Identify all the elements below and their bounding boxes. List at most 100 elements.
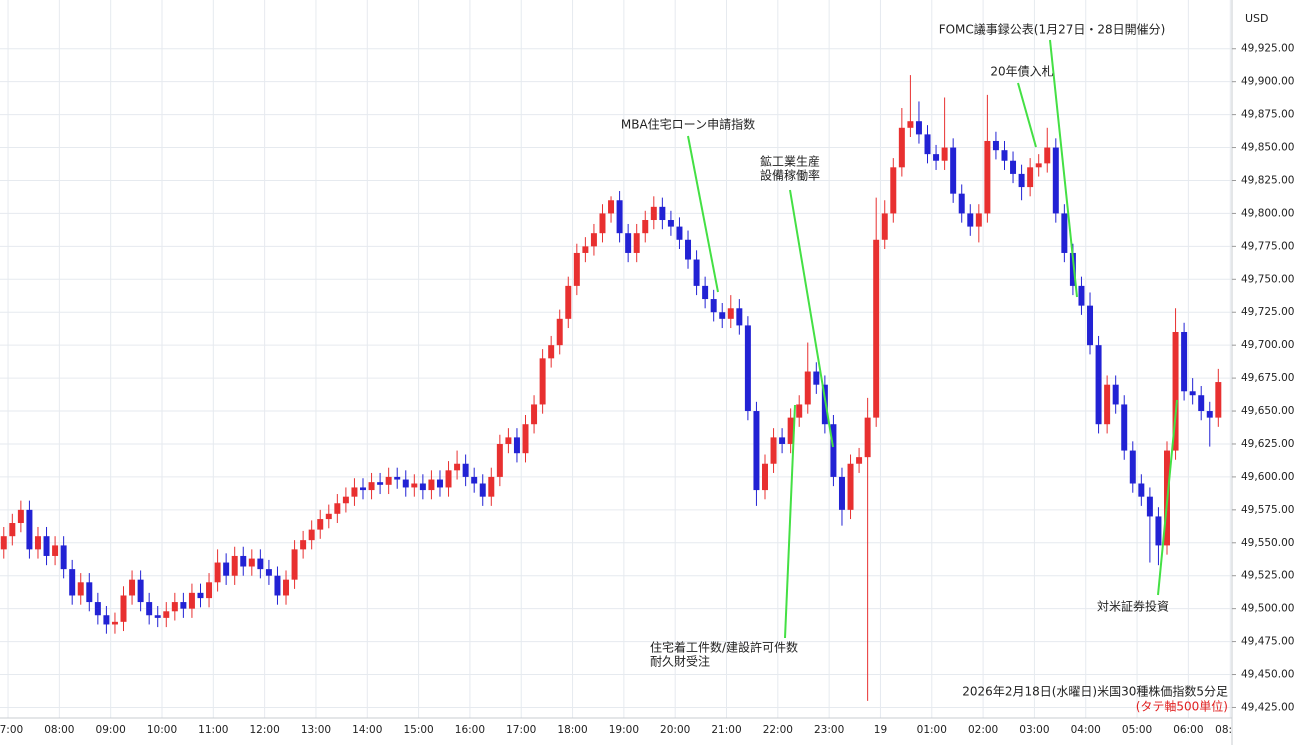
candle-body (590, 233, 597, 247)
x-tick-label: 11:00 (198, 724, 228, 736)
candle-body (137, 579, 144, 603)
candle-body (17, 509, 24, 524)
candle-body (1018, 173, 1025, 188)
candle-body (642, 220, 649, 234)
x-tick-label: 08:00 (44, 724, 74, 736)
candle-body (650, 206, 657, 221)
annotation-text: FOMC議事録公表(1月27日・28日開催分) (939, 22, 1166, 37)
candle-body (958, 193, 965, 214)
candle-body (103, 615, 110, 625)
candle-body (317, 519, 324, 530)
candle-body (60, 545, 67, 570)
candle-body (86, 582, 93, 603)
candle-body (1112, 384, 1119, 405)
candle-body (1198, 395, 1205, 412)
y-tick-label: 49,500.00 (1241, 603, 1294, 615)
x-axis: 07:00 08:00 09:00 10:00 11:00 12:00 13:00 14:00… (0, 724, 1232, 736)
annotation-line (1157, 399, 1178, 596)
candle-body (753, 411, 760, 491)
candle-body (787, 417, 794, 444)
candle-body (924, 134, 931, 155)
candle-body (727, 308, 734, 319)
y-tick-label: 49,750.00 (1241, 273, 1294, 285)
y-tick-label: 49,925.00 (1241, 43, 1294, 55)
candle-body (685, 239, 692, 260)
x-tick-label: 16:00 (455, 724, 485, 736)
candle-body (779, 437, 786, 444)
chart-title: 2026年2月18日(水曜日)米国30種株価指数5分足 (962, 684, 1228, 699)
candle-body (941, 147, 948, 161)
candle-body (1027, 167, 1034, 188)
candle-body (9, 523, 16, 537)
candle-body (890, 167, 897, 214)
candle-body (402, 479, 409, 488)
candle-body (454, 463, 461, 471)
y-tick-label: 49,450.00 (1241, 669, 1294, 681)
candle-body (1129, 450, 1136, 484)
candle-body (856, 457, 863, 464)
candle-body (847, 463, 854, 510)
candle-body (283, 579, 290, 596)
candle-body (770, 437, 777, 464)
candle-body (1069, 252, 1076, 286)
candle-body (248, 558, 255, 567)
candle-body (43, 536, 50, 556)
candle-body (334, 503, 341, 514)
candle-body (710, 299, 717, 313)
candle-body (411, 483, 418, 488)
y-axis-panel (1232, 0, 1300, 745)
annotation-line (789, 189, 834, 448)
candle-body (26, 509, 33, 550)
candle-body (522, 424, 529, 454)
x-tick-label: 19 (874, 724, 887, 736)
candle-body (171, 602, 178, 612)
candle-body (1104, 384, 1111, 425)
candle-body (385, 476, 392, 485)
y-tick-label: 49,575.00 (1241, 504, 1294, 516)
candle-body (300, 540, 307, 550)
annotation-line (1017, 82, 1037, 148)
candle-body (693, 259, 700, 286)
candle-body (257, 558, 264, 570)
annotation-text: 設備稼働率 (760, 168, 820, 183)
candle-body (428, 479, 435, 491)
candle-body (744, 325, 751, 412)
chart-subtitle: (タテ軸500単位) (1136, 699, 1228, 714)
candle-body (146, 602, 153, 616)
currency-label: USD (1245, 12, 1269, 25)
candle-body (94, 602, 101, 616)
candle-body (206, 582, 213, 599)
candle-body (394, 476, 401, 480)
candle-body (830, 424, 837, 477)
candle-body (907, 121, 914, 128)
candle-body (1010, 160, 1017, 174)
candle-body (898, 127, 905, 168)
candle-body (265, 569, 272, 576)
candle-body (505, 437, 512, 444)
candle-body (1035, 163, 1042, 168)
candle-body (984, 140, 991, 214)
candle-body (180, 602, 187, 609)
candle-body (111, 621, 118, 625)
candle-body (796, 404, 803, 418)
y-tick-label: 49,625.00 (1241, 438, 1294, 450)
candle-body (496, 443, 503, 477)
x-tick-label: 22:00 (763, 724, 793, 736)
candle-body (582, 246, 589, 253)
y-tick-label: 49,650.00 (1241, 405, 1294, 417)
annotation-text: 20年債入札 (990, 64, 1053, 79)
y-tick-label: 49,675.00 (1241, 372, 1294, 384)
candle-body (804, 371, 811, 405)
candle-body (77, 582, 84, 596)
candle-body (274, 575, 281, 596)
x-tick-label: 03:00 (1019, 724, 1049, 736)
candle-body (933, 154, 940, 161)
annotation-text: 住宅着工件数/建設許可件数 (650, 640, 798, 655)
candle-body (214, 562, 221, 583)
candle-body (1206, 411, 1213, 418)
candle-body (548, 345, 555, 359)
candle-body (240, 555, 247, 567)
y-tick-label: 49,825.00 (1241, 174, 1294, 186)
x-tick-label: 21:00 (711, 724, 741, 736)
